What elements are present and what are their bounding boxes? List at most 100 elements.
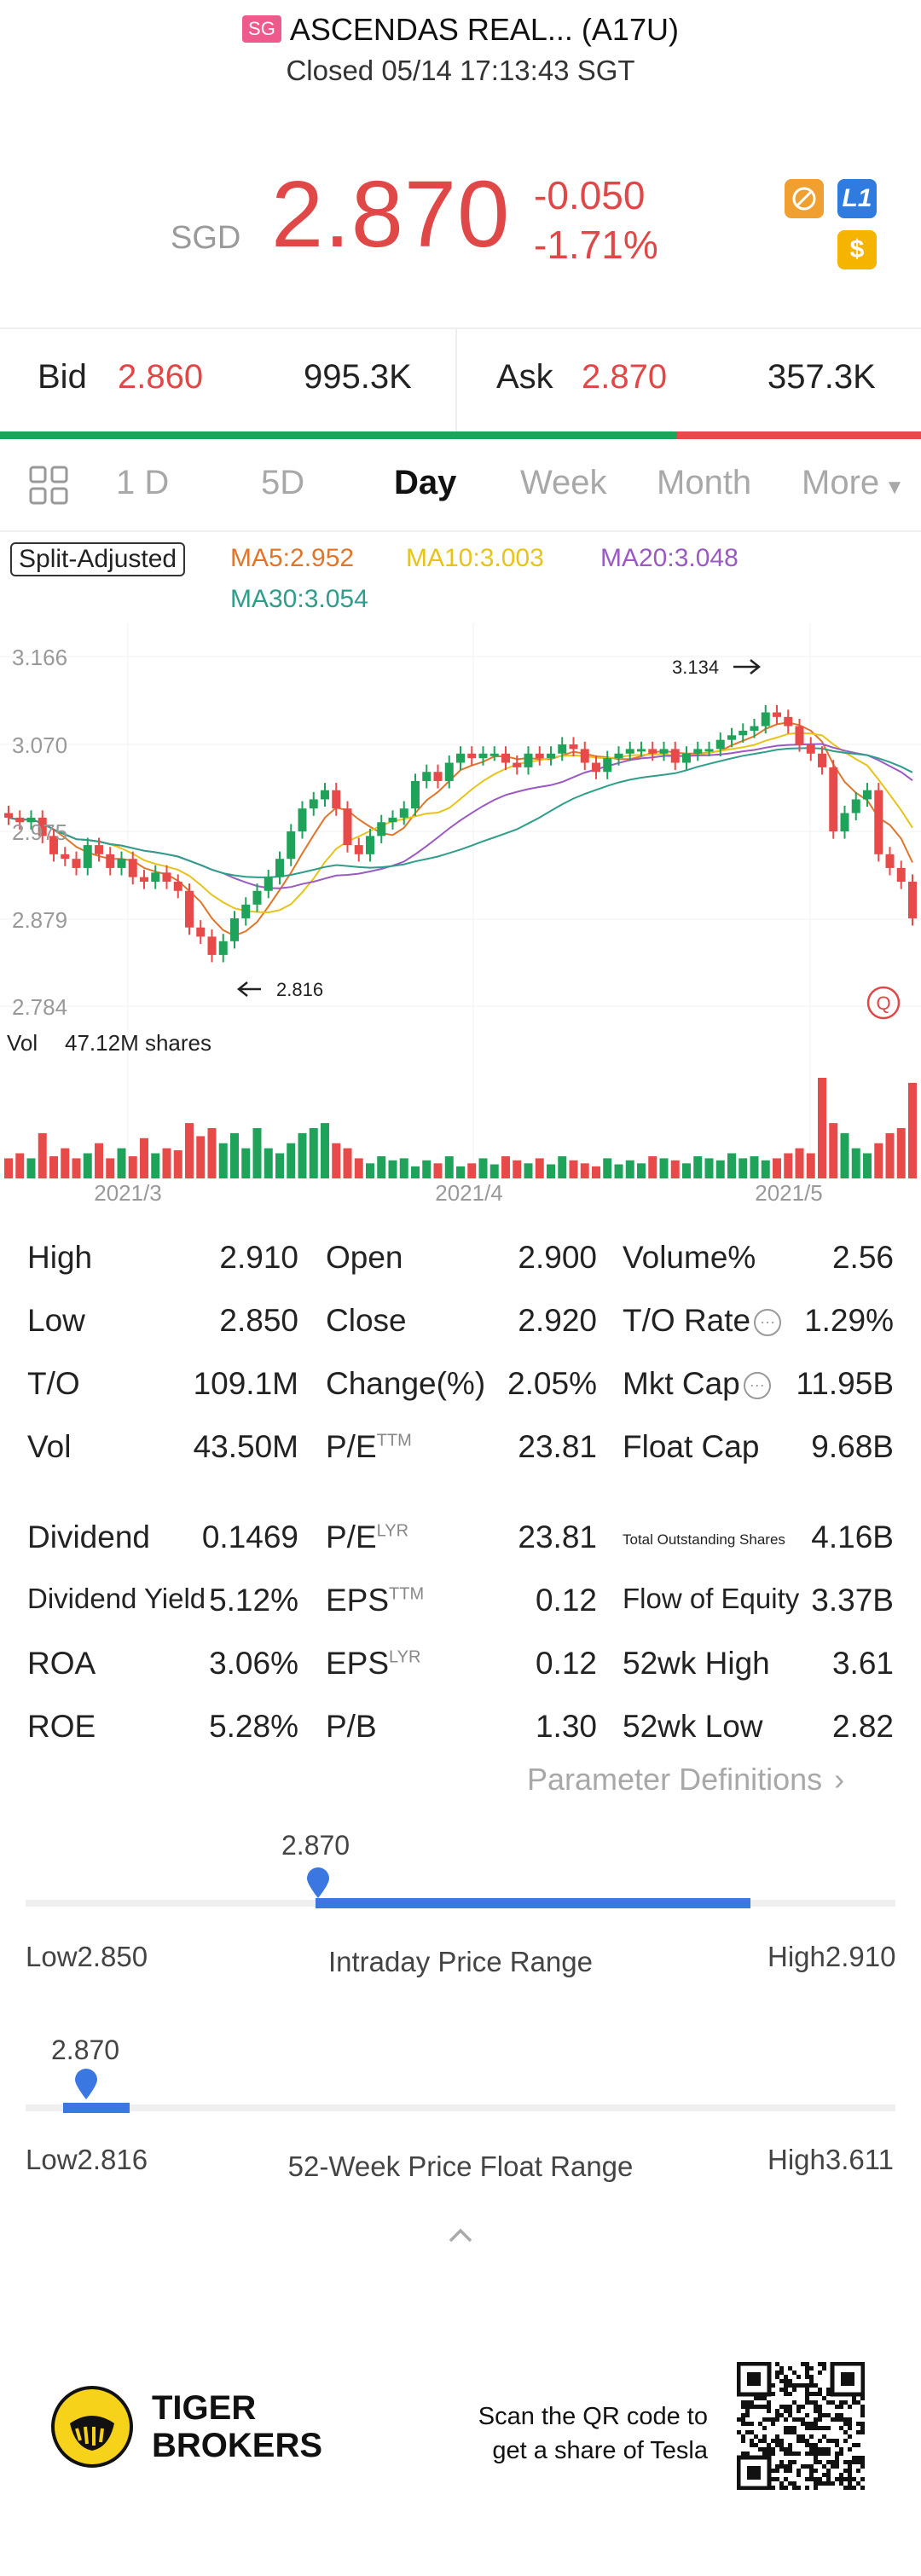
volume-bar xyxy=(343,1148,352,1178)
level1-icon[interactable]: L1 xyxy=(837,179,877,218)
volume-bar xyxy=(885,1132,895,1178)
candle xyxy=(806,744,815,754)
volume-bar xyxy=(377,1156,386,1178)
arrow-right-icon xyxy=(733,659,762,674)
volume-bar xyxy=(26,1158,36,1178)
parameter-definitions-link[interactable]: Parameter Definitions › xyxy=(527,1762,844,1797)
stat-label: ROA xyxy=(27,1646,96,1681)
tab-more[interactable]: More ▼ xyxy=(802,464,905,502)
change-amount: -0.050 xyxy=(534,173,646,217)
volume-bar xyxy=(72,1158,81,1178)
split-adjusted-toggle[interactable]: Split-Adjusted xyxy=(10,542,186,576)
candle xyxy=(818,753,826,767)
volume-bar xyxy=(637,1163,646,1178)
grid-icon[interactable] xyxy=(29,466,68,509)
stat-value: 2.56 xyxy=(831,1240,894,1275)
x-axis-tick: 2021/3 xyxy=(94,1180,162,1206)
tab-week[interactable]: Week xyxy=(520,464,607,501)
tab-1d[interactable]: 1 D xyxy=(116,464,170,501)
stat-value: 3.06% xyxy=(209,1646,298,1681)
last-price: 2.870 xyxy=(271,162,511,267)
volume-bar xyxy=(592,1166,600,1178)
stat-value: 5.12% xyxy=(209,1583,298,1618)
candle xyxy=(230,918,239,941)
volume-bar xyxy=(558,1156,567,1178)
candle xyxy=(784,716,793,726)
candle xyxy=(739,730,748,736)
divider xyxy=(455,329,457,435)
stat-value: 2.910 xyxy=(219,1240,298,1275)
tab-month[interactable]: Month xyxy=(657,464,752,501)
volume-bar xyxy=(670,1160,680,1178)
volume-bar xyxy=(750,1156,759,1178)
volume-bar xyxy=(173,1149,182,1178)
week52-current-value: 2.870 xyxy=(51,2035,120,2065)
stat-value: 11.95B xyxy=(796,1366,894,1401)
ask-label: Ask xyxy=(496,358,553,396)
volume-bar xyxy=(467,1163,477,1178)
candle xyxy=(467,753,477,759)
stat-label: P/ETTM xyxy=(326,1429,412,1464)
dollar-icon[interactable]: $ xyxy=(837,230,877,269)
intraday-high: High2.910 xyxy=(768,1941,896,1972)
stat-value: 1.30 xyxy=(535,1709,597,1744)
candle xyxy=(433,772,443,781)
search-icon[interactable]: Q xyxy=(866,986,901,1020)
location-pin-icon xyxy=(305,1867,331,1904)
stat-value: 9.68B xyxy=(811,1429,894,1464)
tab-day[interactable]: Day xyxy=(394,464,457,501)
qr-code[interactable] xyxy=(737,2362,865,2490)
stat-label: Total Outstanding Shares xyxy=(623,1531,785,1548)
volume-bar xyxy=(95,1143,103,1178)
candle xyxy=(399,808,408,818)
info-icon[interactable]: ··· xyxy=(743,1372,771,1400)
volume-bar xyxy=(784,1153,793,1178)
candle xyxy=(151,872,160,883)
volume-bar xyxy=(106,1158,115,1178)
stat-value: 109.1M xyxy=(193,1366,298,1401)
parameter-definitions-label: Parameter Definitions xyxy=(527,1762,823,1797)
stat-label: Change(%) xyxy=(326,1366,486,1401)
stat-value: 2.850 xyxy=(219,1303,298,1338)
info-icon[interactable]: ··· xyxy=(754,1309,782,1337)
tab-5d[interactable]: 5D xyxy=(261,464,305,501)
scan-line-1: Scan the QR code to xyxy=(478,2403,708,2430)
volume-bar xyxy=(761,1160,770,1178)
candle xyxy=(241,904,251,918)
x-axis-tick: 2021/4 xyxy=(435,1180,503,1206)
stat-label: Float Cap xyxy=(623,1429,760,1464)
candle xyxy=(128,859,137,877)
stat-label: Vol xyxy=(27,1429,72,1464)
candle xyxy=(603,758,612,773)
market-tag: SG xyxy=(242,15,281,43)
volume-bar xyxy=(207,1128,217,1178)
volume-bar xyxy=(513,1160,522,1178)
candle xyxy=(49,836,58,854)
volume-bar xyxy=(162,1148,171,1178)
volume-bar xyxy=(908,1082,917,1178)
candle xyxy=(95,845,103,854)
volume-bar xyxy=(648,1156,657,1178)
brand-name: TIGER BROKERS xyxy=(152,2389,322,2464)
price-change: -0.050 -1.71% xyxy=(534,171,658,269)
volume-bar xyxy=(433,1163,443,1178)
candle xyxy=(524,753,533,767)
candle xyxy=(489,753,499,756)
volume-bar xyxy=(704,1158,714,1178)
price-chart[interactable]: 3.166 3.070 2.975 2.879 2.784 2021/3 2021/4 20… xyxy=(0,622,921,1219)
currency-label: SGD xyxy=(171,220,241,256)
shortable-icon[interactable] xyxy=(785,179,824,218)
week52-high: High3.611 xyxy=(768,2144,895,2175)
ma5-value: MA5:2.952 xyxy=(230,544,355,572)
volume-bar xyxy=(535,1158,544,1178)
ask-size: 357.3K xyxy=(768,358,876,396)
y-axis-tick: 2.784 xyxy=(12,994,67,1020)
candle xyxy=(15,817,25,823)
candle xyxy=(106,854,115,868)
candle xyxy=(38,817,47,836)
y-axis-tick: 3.166 xyxy=(12,645,67,670)
volume-bar xyxy=(806,1153,815,1178)
stat-value: 3.37B xyxy=(811,1583,894,1618)
chevron-up-icon[interactable] xyxy=(443,2217,478,2255)
stat-value: 3.61 xyxy=(831,1646,894,1681)
